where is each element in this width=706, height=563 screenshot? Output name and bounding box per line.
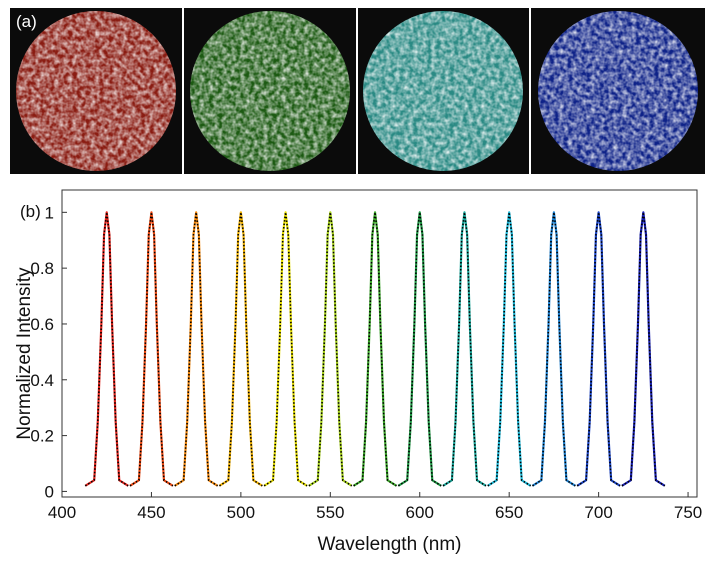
speckle-images: (a) <box>10 8 705 174</box>
fit-line <box>397 212 442 487</box>
spectrum-line <box>397 211 442 487</box>
y-tick-label: 0.6 <box>30 315 54 334</box>
fit-line <box>218 212 263 487</box>
x-tick-label: 450 <box>137 503 165 522</box>
spectrum-line <box>218 211 263 487</box>
fit-line <box>84 212 129 487</box>
fit-line <box>174 212 219 487</box>
spectrum-line <box>531 211 576 487</box>
fit-line <box>576 212 621 487</box>
plot-frame <box>61 189 698 498</box>
y-tick-label: 0 <box>45 482 54 501</box>
spectrum-line <box>576 211 621 487</box>
chart: 400 450 500 550 600 650 700 750 0 0.2 0.4 0.6 0.8 1 Wa… <box>14 189 702 555</box>
spectrum-line <box>129 211 174 487</box>
y-tick-label: 0.4 <box>30 371 54 390</box>
y-tick-label: 0.8 <box>30 259 54 278</box>
spectrum-line <box>487 211 532 487</box>
y-tick-label: 0.2 <box>30 427 54 446</box>
spectrum-line <box>174 211 219 487</box>
y-axis-title: Normalized Intensity <box>14 267 35 440</box>
fit-line <box>532 212 576 487</box>
y-tick-label: 1 <box>45 203 54 222</box>
fit-line <box>308 212 353 487</box>
fit-line <box>621 212 666 487</box>
x-tick-label: 550 <box>316 503 344 522</box>
spectrum-line <box>308 211 353 487</box>
fit-line <box>129 212 174 487</box>
spectrum-line <box>84 211 129 487</box>
fit-line <box>487 212 532 487</box>
x-axis-title: Wavelength (nm) <box>318 534 462 555</box>
panel-label: (b) <box>20 202 41 221</box>
x-tick-label: 650 <box>495 503 523 522</box>
x-tick-label: 700 <box>584 503 612 522</box>
panel-label: (a) <box>16 12 37 31</box>
spectrum-line <box>352 211 398 487</box>
spectrum-line <box>621 211 666 487</box>
x-tick-label: 500 <box>227 503 255 522</box>
x-tick-label: 750 <box>674 503 702 522</box>
x-tick-label: 400 <box>48 503 76 522</box>
spectrum-line <box>263 211 308 487</box>
fit-line <box>353 212 397 487</box>
x-tick-label: 600 <box>406 503 434 522</box>
fit-line <box>442 212 487 487</box>
fit-line <box>263 212 308 487</box>
spectrum-line <box>442 211 487 487</box>
